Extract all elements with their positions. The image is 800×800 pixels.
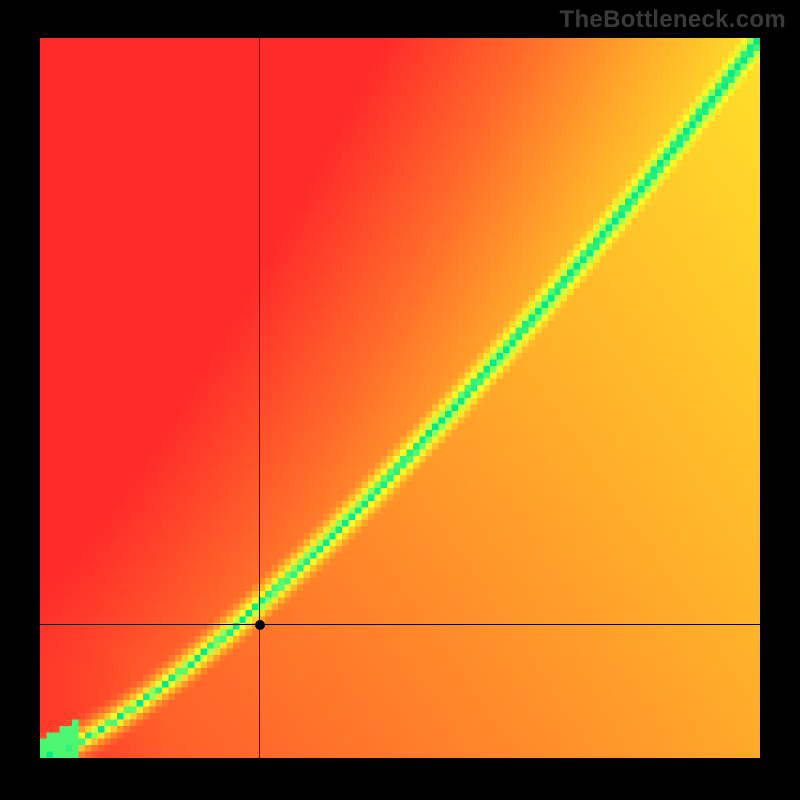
- heatmap-canvas: [40, 38, 760, 758]
- crosshair-marker: [255, 620, 265, 630]
- crosshair-vertical: [259, 38, 260, 758]
- crosshair-horizontal: [40, 624, 760, 625]
- watermark-text: TheBottleneck.com: [560, 6, 786, 34]
- heatmap-plot: [40, 38, 760, 758]
